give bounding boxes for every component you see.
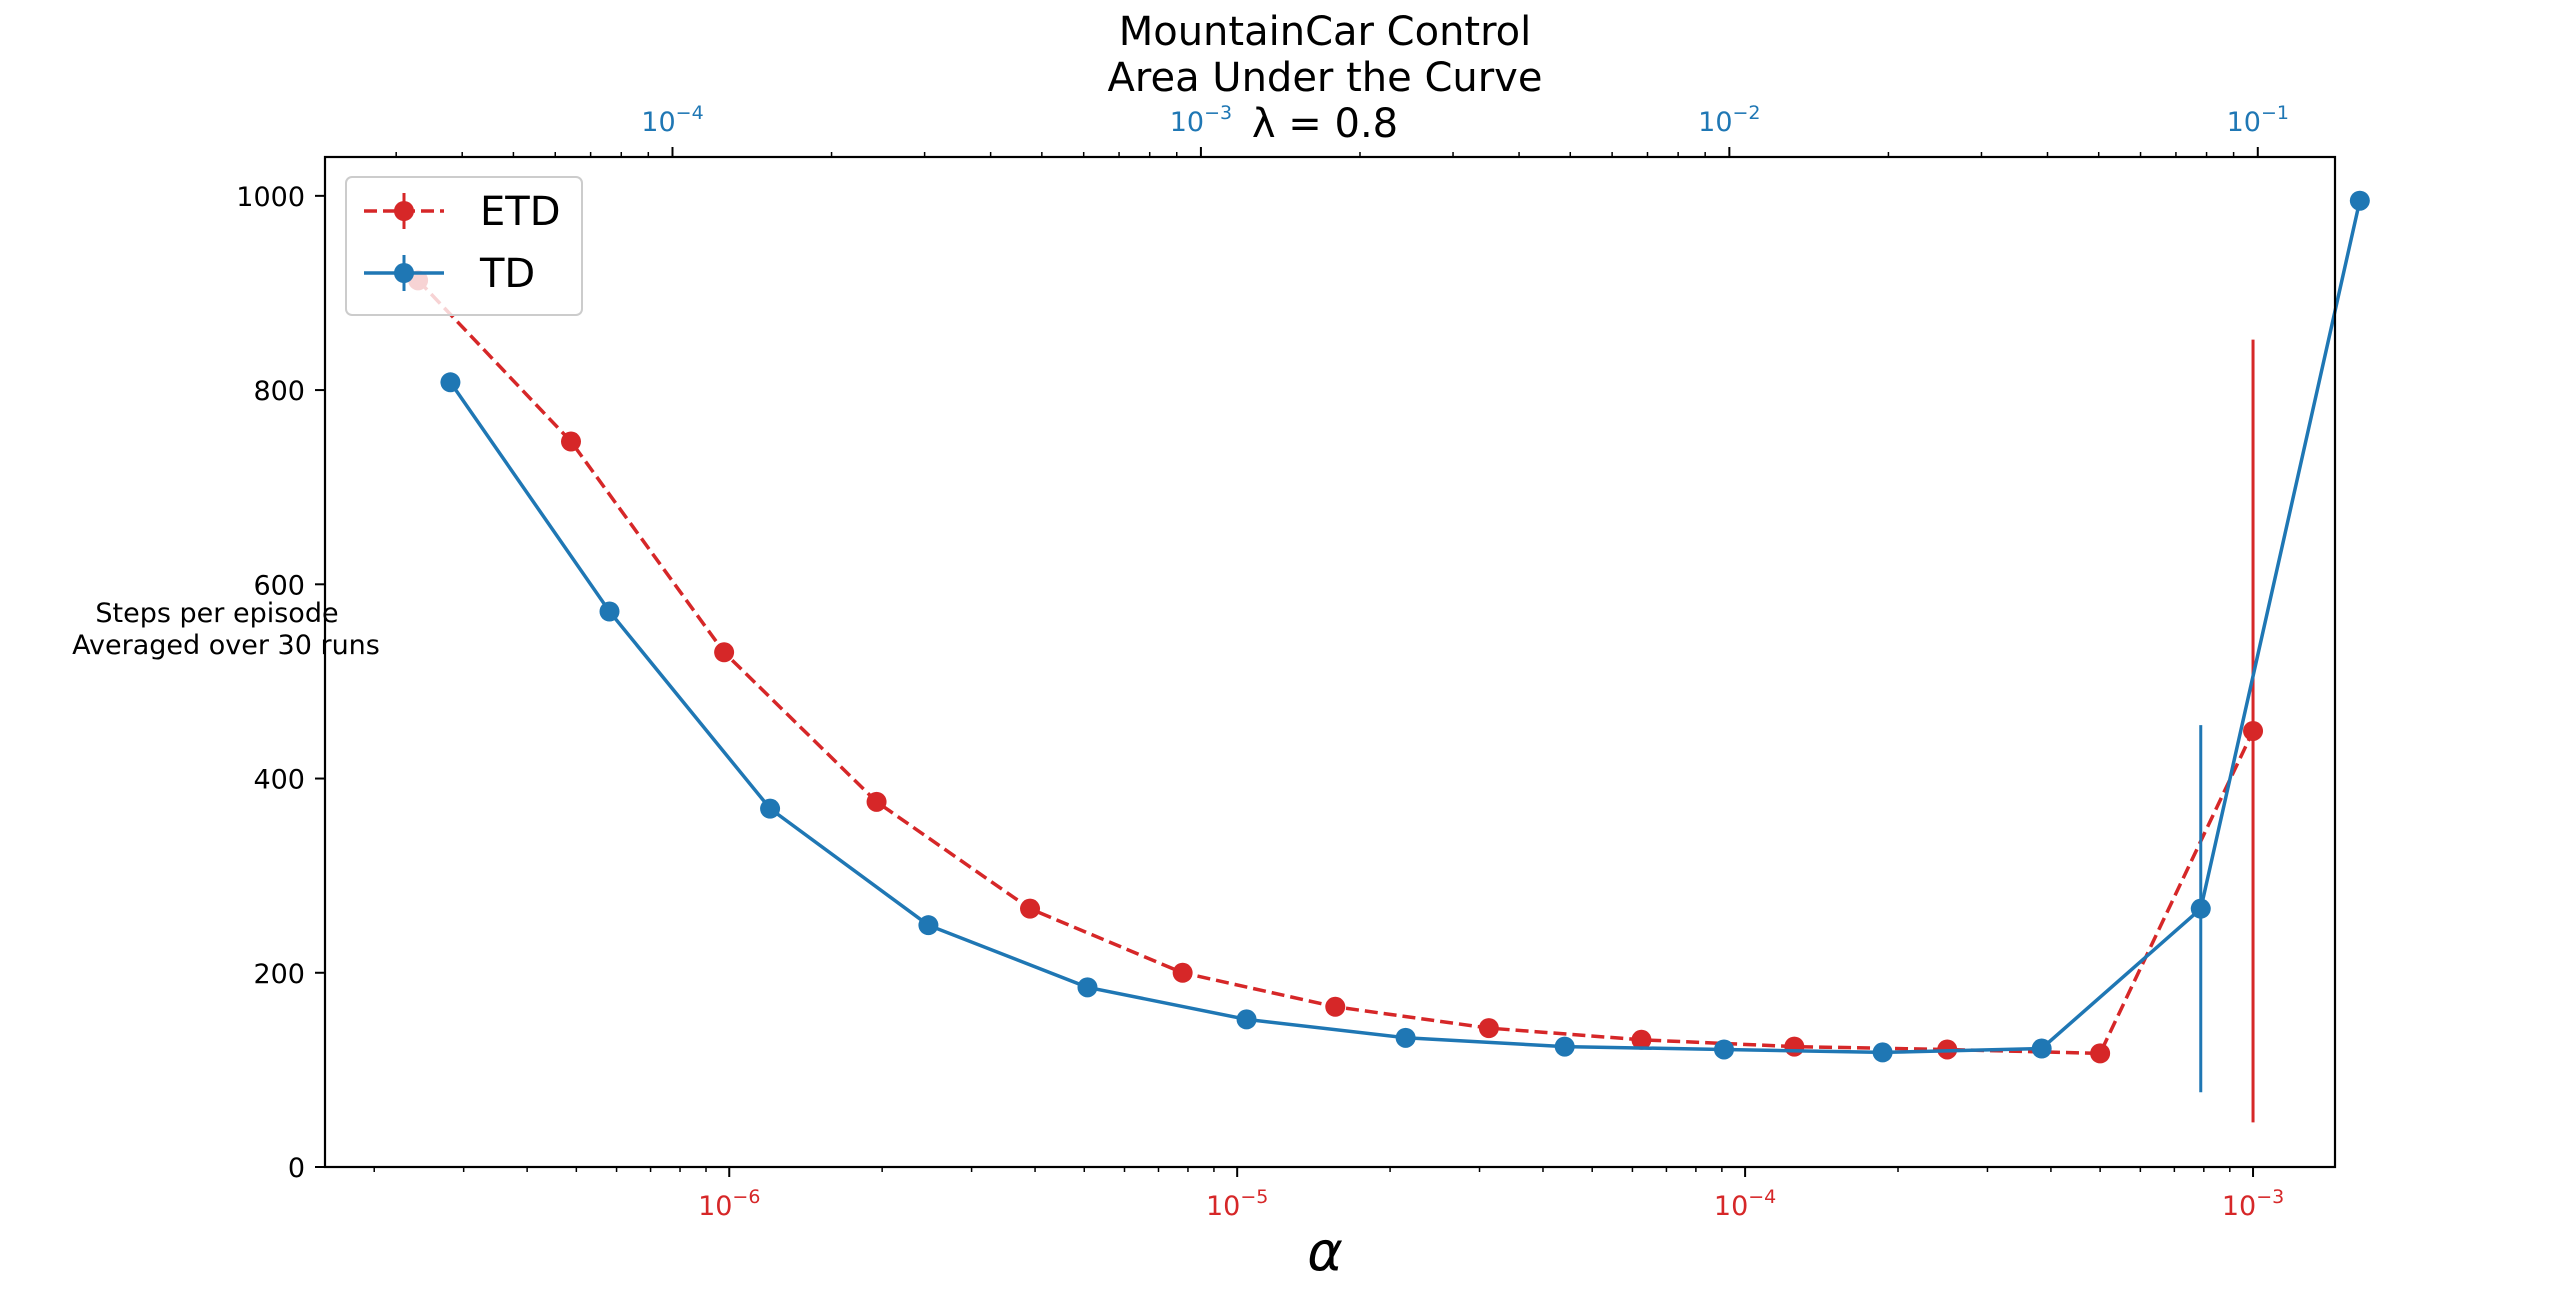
chart-title-line-2: Area Under the Curve xyxy=(1108,55,1543,101)
plot-frame xyxy=(323,155,2337,1169)
etd-point xyxy=(1325,996,1346,1017)
td-point xyxy=(440,372,461,393)
ticks-layer: 0 200 400 600 800 1000 10−6 10−5 10−4 10−3 10−4 10−… xyxy=(236,102,2289,1222)
etd-point xyxy=(1172,962,1193,983)
series-layer xyxy=(408,190,2370,1123)
td-point xyxy=(1714,1039,1735,1060)
td-point xyxy=(1872,1042,1893,1063)
x-axis-label: α xyxy=(1307,1220,1343,1283)
chart-title-line-3: λ = 0.8 xyxy=(1252,101,1398,147)
legend: ETD TD xyxy=(345,176,583,316)
x-bottom-tick-label: 10−3 xyxy=(2222,1186,2284,1222)
chart-title-line-1: MountainCar Control xyxy=(1119,9,1532,55)
td-point xyxy=(1077,977,1098,998)
y-tick-label: 200 xyxy=(253,959,305,990)
etd-point xyxy=(560,431,581,452)
y-axis-label-line-1: Steps per episode xyxy=(95,598,338,629)
y-axis-label-line-2: Averaged over 30 runs xyxy=(72,630,380,661)
legend-td-marker xyxy=(394,263,414,283)
x-top-tick-label: 10−4 xyxy=(641,102,703,138)
etd-point xyxy=(1784,1036,1805,1057)
etd-point xyxy=(2090,1043,2111,1064)
legend-entry-td: TD xyxy=(364,251,535,297)
td-point xyxy=(2031,1038,2052,1059)
td-point xyxy=(2190,898,2211,919)
legend-td-label: TD xyxy=(479,251,535,297)
etd-point xyxy=(2243,720,2264,741)
legend-entry-etd: ETD xyxy=(364,189,561,235)
x-top-tick-label: 10−2 xyxy=(1698,102,1760,138)
x-top-tick-label: 10−3 xyxy=(1170,102,1232,138)
td-point xyxy=(1236,1009,1257,1030)
legend-etd-marker xyxy=(394,201,414,221)
y-tick-label: 400 xyxy=(253,765,305,796)
etd-point xyxy=(1478,1018,1499,1039)
etd-point xyxy=(714,642,735,663)
y-tick-label: 600 xyxy=(253,570,305,601)
etd-point xyxy=(1631,1029,1652,1050)
x-top-tick-label: 10−1 xyxy=(2227,102,2289,138)
td-point xyxy=(2349,190,2370,211)
y-tick-label: 800 xyxy=(253,376,305,407)
x-bottom-tick-label: 10−5 xyxy=(1206,1186,1268,1222)
y-tick-label: 0 xyxy=(288,1153,305,1184)
td-point xyxy=(760,798,781,819)
td-point xyxy=(599,601,620,622)
legend-etd-label: ETD xyxy=(480,189,561,235)
x-bottom-tick-label: 10−4 xyxy=(1714,1186,1776,1222)
td-point xyxy=(918,915,939,936)
td-point xyxy=(1395,1027,1416,1048)
td-point xyxy=(1554,1036,1575,1057)
etd-point xyxy=(866,791,887,812)
x-bottom-tick-label: 10−6 xyxy=(698,1186,760,1222)
etd-point xyxy=(1020,898,1041,919)
y-tick-label: 1000 xyxy=(236,182,305,213)
